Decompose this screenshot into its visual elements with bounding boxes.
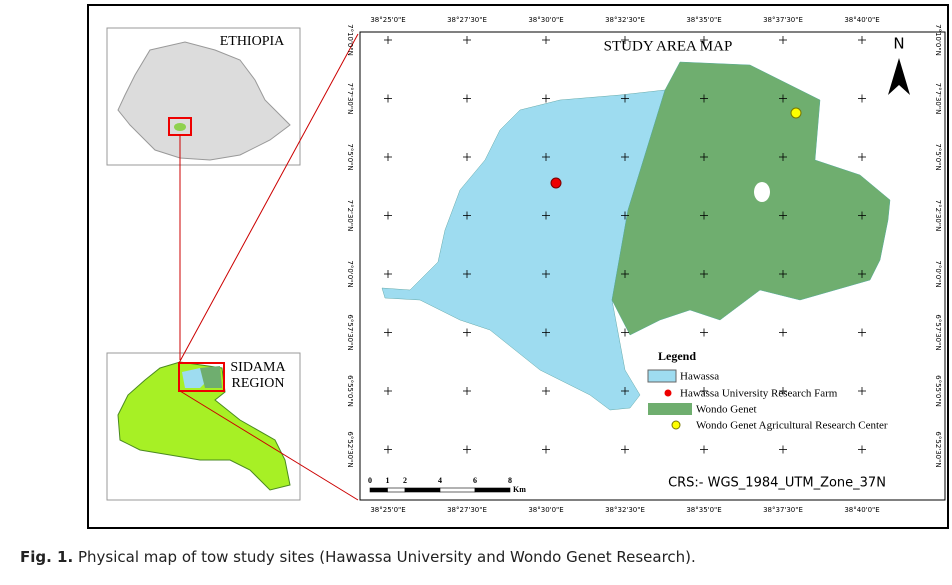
figure: ETHIOPIA SIDAMA REGION STUDY AREA MAP N …: [87, 4, 949, 529]
legend-label: Hawassa University Research Farm: [680, 388, 838, 400]
lon-label: 38°35'0"E: [686, 506, 721, 514]
lon-label: 38°25'0"E: [370, 506, 405, 514]
legend-swatch: [647, 369, 677, 383]
legend-label: Wondo Genet Agricultural Research Center: [696, 420, 888, 432]
legend-swatch: [671, 420, 681, 430]
scale-label: 2: [403, 476, 407, 485]
hole: [754, 182, 770, 202]
legend-swatch: [664, 389, 672, 397]
lon-label: 38°35'0"E: [686, 16, 721, 24]
region-shape: [117, 361, 291, 491]
lon-label: 38°40'0"E: [844, 16, 879, 24]
legend-label: Wondo Genet: [696, 404, 757, 416]
lat-label: 6°52'30"N: [934, 431, 942, 467]
scale-unit: Km: [513, 485, 526, 494]
lon-label: 38°37'30"E: [763, 506, 803, 514]
caption-text: Physical map of tow study sites (Hawassa…: [77, 548, 696, 566]
scale-segment: [404, 487, 441, 493]
lon-label: 38°30'0"E: [528, 506, 563, 514]
lon-label: 38°27'30"E: [447, 506, 487, 514]
scale-label: 4: [438, 476, 442, 485]
hawassa-area: [381, 89, 666, 411]
lon-label: 38°32'30"E: [605, 506, 645, 514]
legend-swatch: [648, 403, 692, 415]
legend-title: Legend: [658, 349, 696, 363]
scale-segment: [439, 487, 476, 493]
scale-segment: [369, 487, 388, 493]
lat-label: 6°57'30"N: [346, 314, 354, 350]
lat-label: 7°10'0"N: [934, 24, 942, 56]
lat-label: 7°2'30"N: [934, 200, 942, 232]
north-arrow: [888, 58, 910, 95]
lat-label: 6°55'0"N: [346, 375, 354, 407]
lon-label: 38°25'0"E: [370, 16, 405, 24]
legend-label: Hawassa: [680, 371, 719, 383]
lon-label: 38°30'0"E: [528, 16, 563, 24]
region-wondo: [200, 366, 222, 388]
lat-label: 6°55'0"N: [934, 375, 942, 407]
lat-label: 7°5'0"N: [346, 143, 354, 170]
lat-label: 7°10'0"N: [346, 24, 354, 56]
wondo-site: [790, 107, 802, 119]
study-box: [178, 362, 225, 392]
scale-label: 0: [368, 476, 372, 485]
wondo-genet-area: [611, 61, 891, 336]
scale-segment: [387, 487, 406, 493]
lat-label: 6°57'30"N: [934, 314, 942, 350]
lat-label: 7°0'0"N: [934, 260, 942, 287]
connector: [178, 33, 359, 364]
lat-label: 7°7'30"N: [346, 83, 354, 115]
hawassa-site: [550, 177, 562, 189]
caption-label: Fig. 1.: [20, 548, 74, 566]
scale-label: 6: [473, 476, 477, 485]
lat-label: 6°52'30"N: [346, 431, 354, 467]
lat-label: 7°2'30"N: [346, 200, 354, 232]
map-title: STUDY AREA MAP: [604, 38, 733, 54]
lon-label: 38°40'0"E: [844, 506, 879, 514]
lat-label: 7°5'0"N: [934, 143, 942, 170]
lat-label: 7°0'0"N: [346, 260, 354, 287]
lon-label: 38°37'30"E: [763, 16, 803, 24]
lat-label: 7°7'30"N: [934, 83, 942, 115]
north-label: N: [893, 35, 904, 53]
caption: Fig. 1. Physical map of tow study sites …: [20, 548, 696, 566]
scale-label: 1: [386, 476, 390, 485]
country-shape: [117, 41, 291, 161]
scale-label: 8: [508, 476, 512, 485]
connector: [179, 390, 359, 501]
country-label: ETHIOPIA: [220, 34, 285, 49]
scale-segment: [474, 487, 511, 493]
lon-label: 38°27'30"E: [447, 16, 487, 24]
crs-label: CRS:- WGS_1984_UTM_Zone_37N: [668, 476, 886, 491]
outer-frame: [87, 4, 949, 529]
region-spot: [174, 123, 186, 131]
lon-label: 38°32'30"E: [605, 16, 645, 24]
region-label: REGION: [232, 376, 285, 391]
region-label: SIDAMA: [230, 360, 286, 375]
